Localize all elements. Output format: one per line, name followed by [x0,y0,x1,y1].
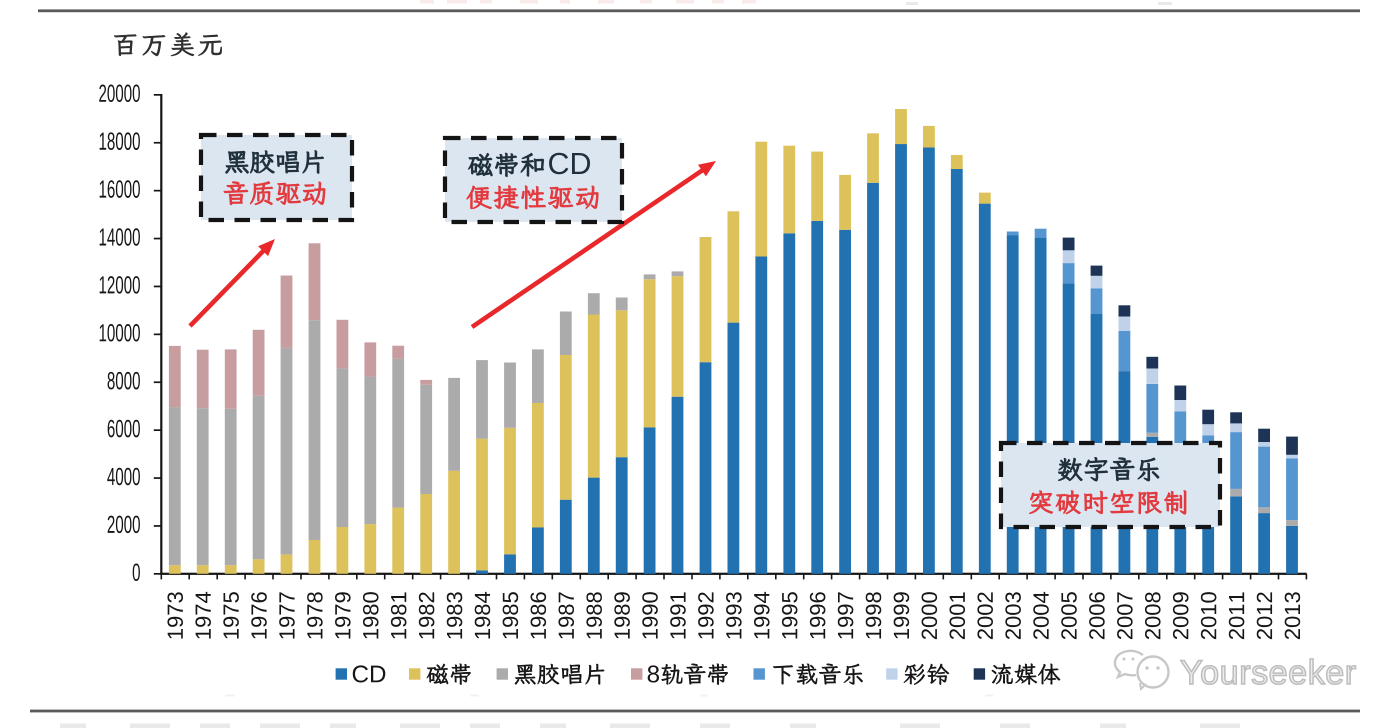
svg-text:Yourseeker: Yourseeker [1180,654,1357,692]
